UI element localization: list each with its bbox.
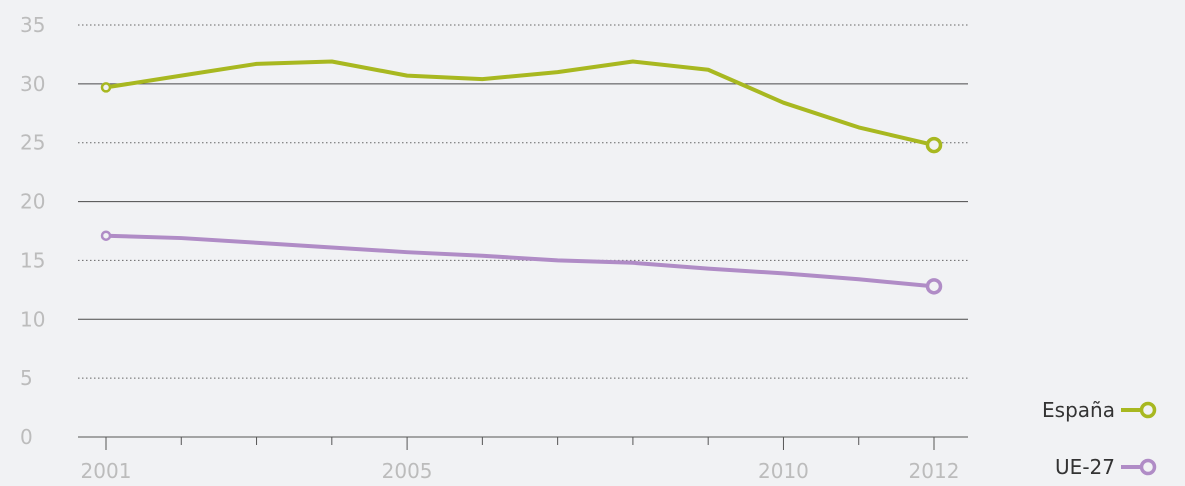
x-tick-label: 2012 [909,459,960,483]
legend-swatch-marker [1139,458,1157,476]
legend-label: España [1042,398,1115,422]
legend-label: UE-27 [1055,455,1115,479]
y-tick-label: 35 [20,13,45,37]
legend-swatch-marker [1139,401,1157,419]
y-tick-label: 15 [20,248,45,272]
series-line-0 [104,59,936,148]
x-tick-label: 2010 [758,459,809,483]
y-tick-label: 20 [20,190,45,214]
y-tick-label: 0 [20,425,33,449]
series-start-marker [100,230,112,241]
series-end-marker [925,136,943,154]
series-start-marker [100,82,112,93]
y-tick-label: 30 [20,72,45,96]
y-tick-label: 10 [20,307,45,331]
y-tick-label: 5 [20,366,33,390]
x-tick-label: 2001 [81,459,132,483]
series-end-marker [925,278,943,295]
x-tick-label: 2005 [382,459,433,483]
y-tick-label: 25 [20,131,45,155]
series-line-1 [104,233,936,289]
